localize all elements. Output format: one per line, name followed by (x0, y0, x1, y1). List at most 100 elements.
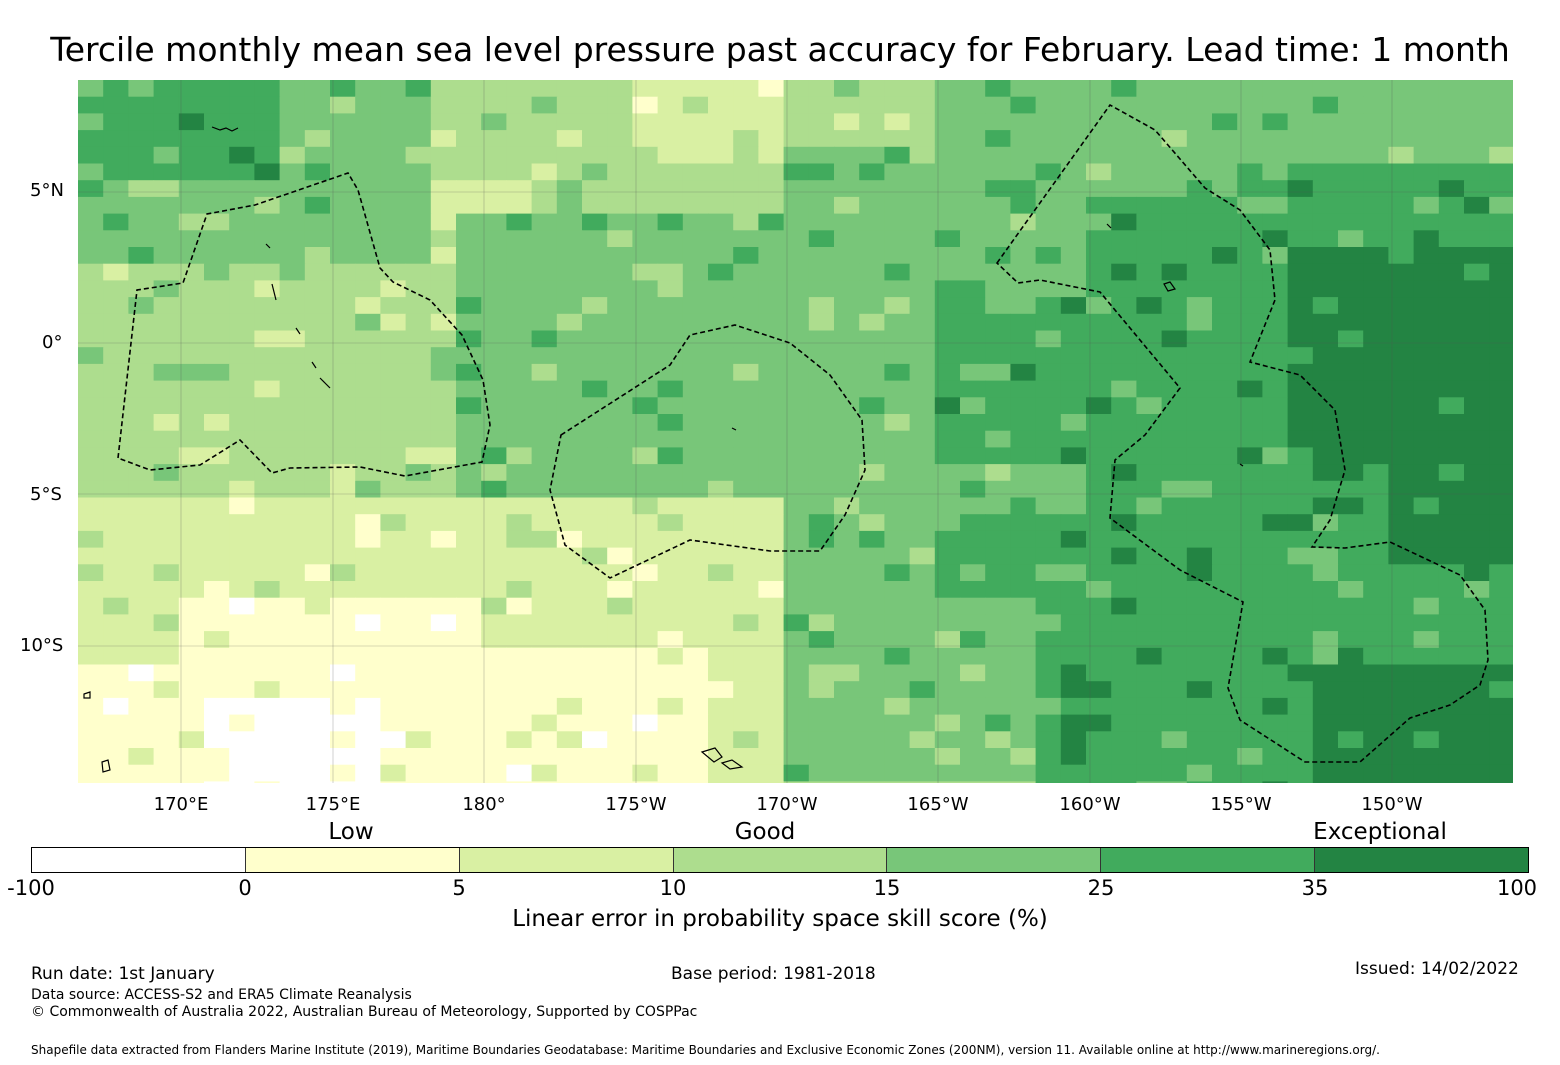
skill-cell (1464, 230, 1490, 248)
skill-cell (153, 363, 180, 382)
skill-cell (1489, 647, 1513, 665)
skill-cell (632, 397, 659, 415)
skill-cell (1010, 213, 1037, 231)
skill-cell (708, 714, 734, 732)
skill-cell (1060, 96, 1087, 114)
skill-cell (582, 497, 608, 515)
skill-cell (1338, 614, 1364, 632)
skill-cell (632, 414, 659, 432)
skill-cell (1010, 714, 1037, 732)
skill-cell (657, 146, 684, 164)
skill-cell (884, 163, 911, 181)
skill-cell (1212, 614, 1238, 632)
skill-cell (607, 113, 633, 131)
skill-cell (1464, 664, 1490, 682)
skill-cell (1312, 597, 1339, 615)
skill-cell (834, 514, 860, 532)
skill-cell (430, 631, 457, 649)
skill-cell (657, 748, 684, 766)
skill-cell (1338, 714, 1364, 732)
skill-cell (405, 397, 432, 415)
skill-cell (708, 297, 734, 315)
skill-cell (103, 280, 129, 298)
skill-cell (1237, 497, 1263, 515)
skill-cell (1136, 163, 1163, 181)
skill-cell (304, 313, 331, 331)
skill-cell (1035, 297, 1062, 315)
skill-cell (430, 363, 457, 382)
skill-cell (229, 313, 255, 331)
skill-cell (103, 146, 129, 164)
skill-cell (481, 180, 507, 198)
skill-cell (960, 697, 986, 716)
skill-cell (556, 614, 583, 632)
skill-cell (556, 363, 583, 382)
skill-cell (178, 631, 205, 649)
skill-cell (178, 714, 205, 732)
skill-cell (758, 597, 785, 615)
skill-cell (1262, 681, 1289, 699)
skill-cell (405, 464, 432, 482)
skill-cell (1438, 263, 1465, 281)
skill-cell (556, 564, 583, 582)
skill-cell (1438, 130, 1465, 148)
skill-cell (859, 130, 885, 148)
skill-cell (304, 80, 331, 98)
skill-cell (456, 464, 482, 482)
skill-cell (405, 313, 432, 331)
skill-cell (708, 363, 734, 382)
skill-cell (380, 180, 407, 198)
skill-cell (682, 146, 709, 164)
skill-cell (1111, 330, 1137, 348)
skill-cell (783, 514, 810, 532)
skill-cell (1035, 213, 1062, 231)
skill-cell (1338, 113, 1364, 131)
skill-cell (657, 581, 684, 599)
skill-cell (304, 681, 331, 699)
skill-cell (1161, 480, 1188, 498)
skill-cell (1186, 731, 1213, 749)
skill-cell (204, 180, 230, 198)
skill-cell (1413, 330, 1440, 348)
skill-cell (682, 581, 709, 599)
skill-cell (1086, 464, 1112, 482)
skill-cell (1060, 714, 1087, 732)
skill-cell (682, 196, 709, 215)
skill-cell (960, 163, 986, 181)
skill-cell (834, 564, 860, 582)
skill-cell (103, 363, 129, 382)
skill-cell (153, 781, 180, 783)
skill-cell (1086, 96, 1112, 114)
skill-cell (1338, 263, 1364, 281)
skill-cell (556, 430, 583, 448)
skill-cell (985, 163, 1011, 181)
skill-cell (1338, 80, 1364, 98)
skill-cell (1111, 163, 1137, 181)
skill-cell (430, 146, 457, 164)
skill-cell (1388, 564, 1415, 582)
skill-cell (304, 163, 331, 181)
skill-cell (1035, 681, 1062, 699)
skill-cell (1262, 313, 1289, 331)
skill-cell (556, 230, 583, 248)
skill-cell (556, 313, 583, 331)
skill-cell (229, 731, 255, 749)
skill-cell (1136, 664, 1163, 682)
skill-cell (1161, 196, 1188, 215)
skill-cell (153, 263, 180, 281)
skill-cell (934, 731, 961, 749)
skill-cell (582, 230, 608, 248)
skill-cell (960, 347, 986, 365)
skill-cell (506, 547, 533, 565)
skill-cell (254, 764, 281, 782)
skill-cell (1237, 664, 1263, 682)
skill-cell (657, 263, 684, 281)
skill-cell (1136, 497, 1163, 515)
skill-cell (1338, 464, 1364, 482)
skill-cell (909, 363, 936, 382)
skill-cell (1489, 731, 1513, 749)
skill-cell (960, 430, 986, 448)
skill-cell (1010, 414, 1037, 432)
skill-cell (1212, 113, 1238, 131)
skill-cell (430, 581, 457, 599)
